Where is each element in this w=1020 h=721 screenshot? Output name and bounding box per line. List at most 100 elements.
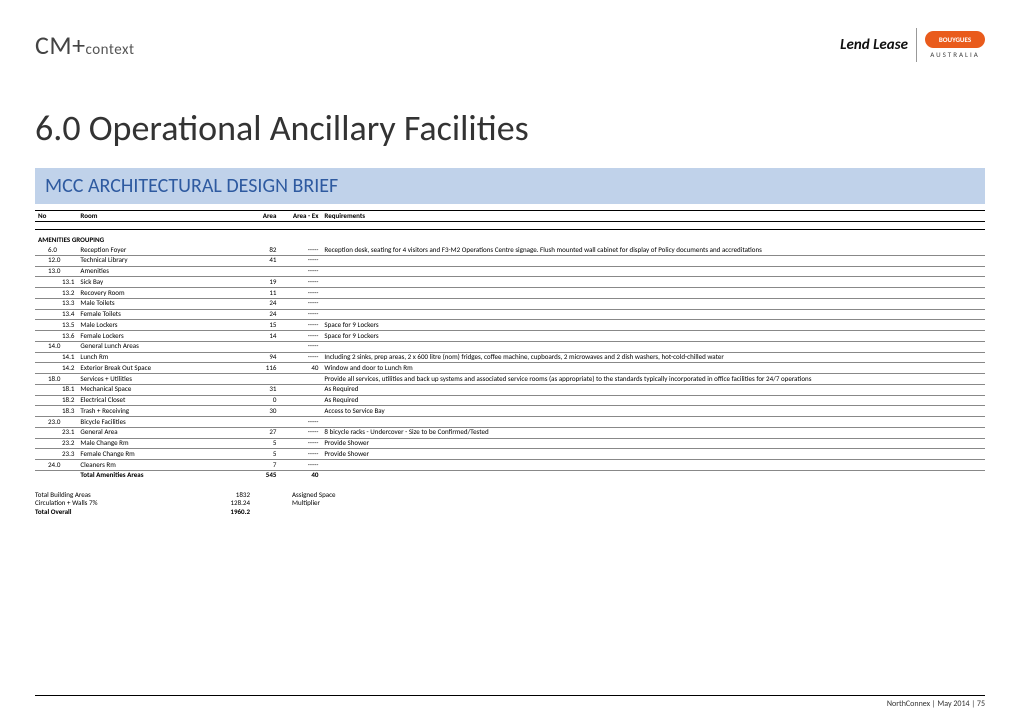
cell-no: 24.0	[35, 460, 77, 471]
group-row: AMENITIES GROUPING	[35, 229, 985, 245]
cell-req	[321, 417, 985, 428]
cell-area: 24	[243, 298, 279, 309]
cell-area	[243, 417, 279, 428]
table: No Room Area Area - Ex Requirements AMEN…	[35, 210, 985, 481]
cell-no: 13.1	[35, 277, 77, 288]
lendlease-logo: Lend Lease	[840, 36, 908, 54]
cell-area: 11	[243, 288, 279, 299]
cell-req: Reception desk, seating for 4 visitors a…	[321, 245, 985, 255]
table-row: 23.0Bicycle Facilities-----	[35, 417, 985, 428]
cell-area-ex: -----	[279, 352, 321, 363]
summary-desc	[289, 508, 292, 517]
cell-no: 13.3	[35, 298, 77, 309]
table-row: 18.0Services + UtilitiesProvide all serv…	[35, 374, 985, 385]
summary-row: Circulation + Walls 7%128.24Multiplier	[35, 499, 985, 508]
cell-req: Space for 9 Lockers	[321, 331, 985, 342]
cell-req	[321, 298, 985, 309]
cell-area-ex: -----	[279, 460, 321, 471]
summary-desc: Multiplier	[289, 499, 320, 508]
cell-no: 12.0	[35, 255, 77, 266]
cell-room: Electrical Closet	[77, 395, 243, 406]
cell-room: Female Lockers	[77, 331, 243, 342]
table-row: 24.0Cleaners Rm7-----	[35, 460, 985, 471]
bouygues-badge: BOUYGUES	[925, 31, 985, 48]
cell-no: 13.5	[35, 320, 77, 331]
bouygues-logo-block: BOUYGUES AUSTRALIA	[925, 31, 985, 59]
table-row: 18.3Trash + Receiving30 Access to Service…	[35, 406, 985, 417]
table-header-row: No Room Area Area - Ex Requirements	[35, 211, 985, 222]
cell-area-ex: -----	[279, 309, 321, 320]
col-room: Room	[77, 211, 243, 222]
cell-area: 14	[243, 331, 279, 342]
cell-no: 23.0	[35, 417, 77, 428]
cell-room: Bicycle Facilities	[77, 417, 243, 428]
col-area-ex: Area - Ex	[279, 211, 321, 222]
cell-room: Female Change Rm	[77, 449, 243, 460]
cell-no: 13.4	[35, 309, 77, 320]
logo-cm-text: CM	[35, 29, 72, 61]
cell-req: Provide Shower	[321, 438, 985, 449]
cell-no: 18.3	[35, 406, 77, 417]
cell-no: 14.0	[35, 341, 77, 352]
cell-area	[243, 374, 279, 385]
cell-area: 41	[243, 255, 279, 266]
table-row: 14.1Lunch Rm94-----Including 2 sinks, pr…	[35, 352, 985, 363]
cell-room: Male Toilets	[77, 298, 243, 309]
cell-req	[321, 288, 985, 299]
cell-room: Trash + Receiving	[77, 406, 243, 417]
cell-area-ex: 40	[279, 363, 321, 374]
page-footer: NorthConnex | May 2014 | 75	[35, 695, 985, 709]
table-row: 13.4Female Toilets24-----	[35, 309, 985, 320]
table-row: 14.2Exterior Break Out Space11640Window …	[35, 363, 985, 374]
cell-no: 23.2	[35, 438, 77, 449]
cell-no: 18.1	[35, 384, 77, 395]
cell-room: Male Change Rm	[77, 438, 243, 449]
page-title: 6.0 Operational Ancillary Facilities	[35, 106, 985, 150]
cell-area: 5	[243, 438, 279, 449]
cell-area: 94	[243, 352, 279, 363]
page: CM+context Lend Lease BOUYGUES AUSTRALIA…	[0, 0, 1020, 721]
cell-room: Male Lockers	[77, 320, 243, 331]
cell-req: Provide Shower	[321, 449, 985, 460]
cell-area-ex: -----	[279, 266, 321, 277]
cell-area-ex: -----	[279, 449, 321, 460]
cell-req	[321, 309, 985, 320]
table-row: 18.1Mechanical Space31As Required	[35, 384, 985, 395]
cell-no: 18.2	[35, 395, 77, 406]
cell-area-ex: -----	[279, 438, 321, 449]
table-row: 13.3Male Toilets24-----	[35, 298, 985, 309]
cell-req: As Required	[321, 395, 985, 406]
total-area: 545	[243, 470, 279, 480]
lease-text: Lease	[873, 36, 908, 54]
cell-req	[321, 277, 985, 288]
summary-block: Total Building Areas1832Assigned SpaceCi…	[35, 491, 985, 517]
brief-title-banner: MCC ARCHITECTURAL DESIGN BRIEF	[35, 168, 985, 204]
cell-area-ex: -----	[279, 320, 321, 331]
logo-plus-text: +	[72, 29, 85, 61]
table-row: 12.0Technical Library41-----	[35, 255, 985, 266]
table-row: 13.5Male Lockers15-----Space for 9 Locke…	[35, 320, 985, 331]
group-label: AMENITIES GROUPING	[35, 229, 985, 245]
cell-area-ex: -----	[279, 298, 321, 309]
summary-value2	[250, 491, 289, 500]
cell-area-ex	[279, 406, 321, 417]
table-row: 23.1General Area27-----8 bicycle racks -…	[35, 427, 985, 438]
cell-room: Lunch Rm	[77, 352, 243, 363]
cell-req: Access to Service Bay	[321, 406, 985, 417]
cell-no: 23.1	[35, 427, 77, 438]
cell-area-ex: -----	[279, 427, 321, 438]
cell-req: Space for 9 Lockers	[321, 320, 985, 331]
cell-area: 0	[243, 395, 279, 406]
header-logos: CM+context Lend Lease BOUYGUES AUSTRALIA	[35, 20, 985, 70]
cell-req: Window and door to Lunch Rm	[321, 363, 985, 374]
cell-area: 30	[243, 406, 279, 417]
cell-area-ex	[279, 374, 321, 385]
cell-room: Exterior Break Out Space	[77, 363, 243, 374]
cell-area: 116	[243, 363, 279, 374]
summary-label: Total Overall	[35, 508, 220, 517]
table-row: 13.1Sick Bay19-----	[35, 277, 985, 288]
header-divider	[916, 28, 917, 62]
cell-room: Sick Bay	[77, 277, 243, 288]
cell-area	[243, 266, 279, 277]
australia-label: AUSTRALIA	[925, 50, 985, 59]
